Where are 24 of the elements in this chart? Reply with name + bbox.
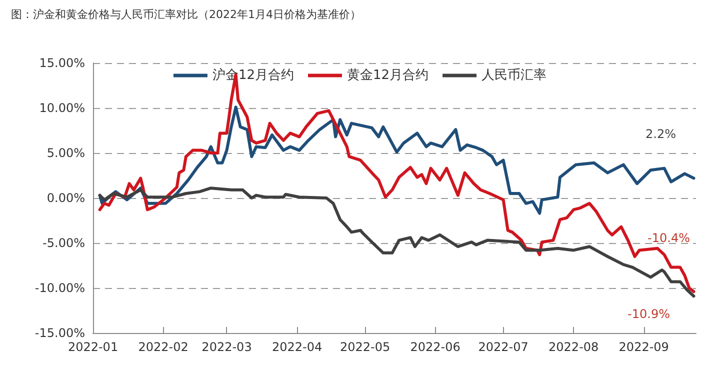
y-tick-label: -10.00%	[34, 281, 85, 295]
y-tick-label: -5.00%	[42, 236, 85, 250]
y-tick-label: 15.00%	[39, 56, 85, 70]
legend-label: 人民币汇率	[482, 67, 547, 83]
x-tick-label: 2022-08	[548, 340, 599, 354]
y-tick-label: 10.00%	[39, 101, 85, 115]
chart-title: 图：沪金和黄金价格与人民币汇率对比（2022年1月4日价格为基准价）	[11, 8, 361, 21]
x-tick-label: 2022-05	[340, 340, 390, 354]
x-tick-label: 2022-04	[272, 340, 322, 354]
x-tick-label: 2022-01	[68, 340, 118, 354]
line-series	[98, 106, 696, 215]
annotation: 2.2%	[646, 127, 676, 141]
line-series	[98, 186, 696, 298]
x-tick-label: 2022-03	[202, 340, 252, 354]
x-tick-label: 2022-07	[478, 340, 528, 354]
legend-label: 黄金12月合约	[347, 68, 429, 83]
y-tick-label: -15.00%	[34, 326, 85, 340]
annotation: -10.4%	[648, 231, 690, 245]
y-tick-label: 0.00%	[46, 191, 85, 205]
annotation: -10.9%	[628, 307, 670, 321]
y-tick-label: 5.00%	[46, 146, 85, 160]
x-tick-label: 2022-06	[410, 340, 460, 354]
x-tick-label: 2022-02	[138, 340, 188, 354]
x-tick-label: 2022-09	[618, 340, 669, 354]
